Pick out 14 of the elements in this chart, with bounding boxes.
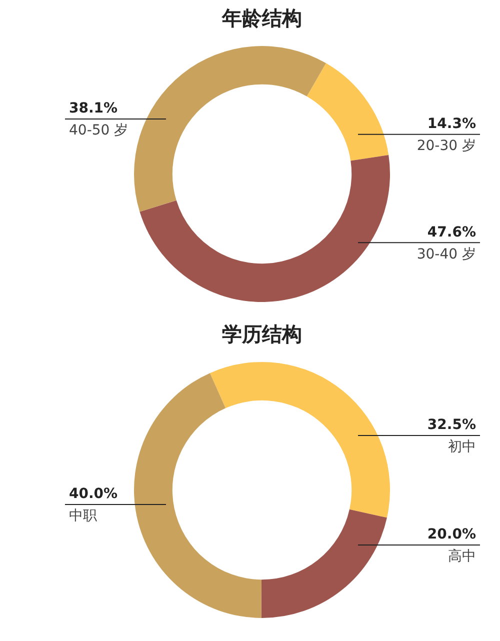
chart-title: 学历结构 xyxy=(221,321,303,348)
chart-title: 年龄结构 xyxy=(220,5,303,32)
slice-label: 高中 xyxy=(448,548,476,565)
slice-label: 初中 xyxy=(448,439,476,456)
data-label: 47.6% xyxy=(427,224,476,240)
data-label: 32.5% xyxy=(427,417,476,434)
data-label: 40.0% xyxy=(69,486,118,502)
data-label: 38.1% xyxy=(69,100,118,117)
slice-label: 40-50 岁 xyxy=(69,122,128,139)
slice-label: 中职 xyxy=(69,508,97,524)
slice-label: 30-40 岁 xyxy=(416,246,476,262)
data-label: 14.3% xyxy=(427,116,476,132)
slice-label: 20-30 岁 xyxy=(416,138,476,154)
data-label: 20.0% xyxy=(427,526,476,543)
